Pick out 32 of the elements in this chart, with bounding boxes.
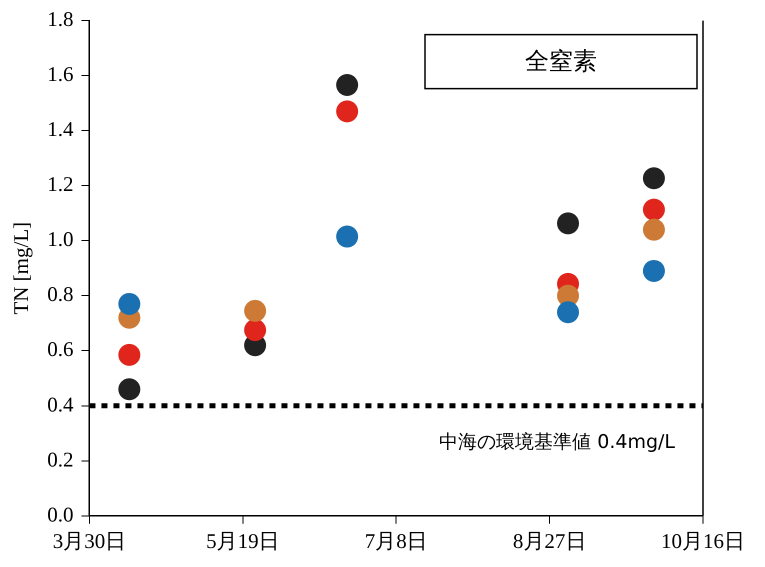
y-tick-label: 1.8 [47,7,74,32]
x-tick-label: 7月8日 [364,528,428,553]
x-tick-label: 3月30日 [52,528,126,553]
point [557,212,580,234]
x-tick-label: 10月16日 [661,528,745,553]
ref-line-label: 中海の環境基準値 0.4mg/L [439,431,676,454]
point [244,300,266,322]
y-axis-title: TN [mg/L] [9,222,34,315]
y-tick-label: 0.4 [47,392,74,416]
y-tick-label: 1.6 [47,62,74,86]
point [118,344,140,366]
y-tick-label: 0.2 [47,447,74,472]
point [557,301,580,324]
y-tick-label: 0.8 [47,282,74,306]
point [642,260,665,282]
y-tick-label: 1.0 [47,227,74,252]
point [642,218,665,241]
x-tick-label: 5月19日 [206,528,280,553]
y-tick-label: 0.0 [47,502,74,526]
point [118,378,140,400]
point [642,167,665,190]
y-tick-label: 1.4 [47,117,74,142]
point [642,198,665,221]
text: 全窒素 [525,46,597,75]
y-tick-label: 1.2 [47,172,74,196]
point [336,74,358,96]
point [118,292,140,315]
y-tick-label: 0.6 [47,337,74,362]
x-tick-label: 8月27日 [512,528,586,553]
point [244,319,266,342]
point [336,226,358,248]
point [336,100,358,122]
